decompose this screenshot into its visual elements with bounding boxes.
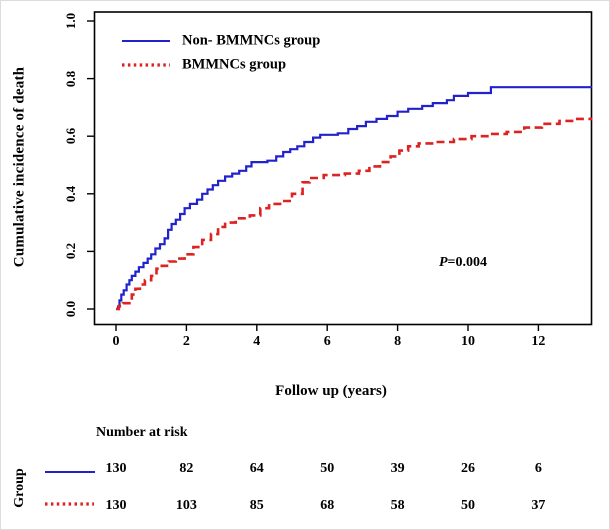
- y-tick-label: 0.4: [63, 185, 78, 202]
- y-tick-label: 0.8: [63, 70, 78, 87]
- x-tick-label: 4: [253, 334, 261, 349]
- x-tick-label: 8: [394, 334, 402, 349]
- risk-count: 26: [461, 461, 475, 476]
- risk-count: 6: [534, 461, 542, 476]
- y-tick-label: 0.6: [63, 128, 78, 145]
- p-value-symbol: P: [438, 255, 448, 270]
- x-tick-label: 2: [182, 334, 190, 349]
- y-tick-label: 1.0: [63, 12, 78, 30]
- risk-count: 50: [320, 461, 335, 476]
- x-tick-label: 12: [531, 334, 546, 349]
- risk-count: 130: [105, 498, 127, 513]
- risk-count: 103: [175, 498, 197, 513]
- risk-count: 85: [249, 498, 264, 513]
- number-at-risk-header: Number at risk: [96, 425, 188, 440]
- legend-label-non-bmmncs: Non- BMMNCs group: [182, 32, 321, 49]
- p-value-annotation: P=0.004: [439, 255, 487, 271]
- risk-count: 39: [390, 461, 405, 476]
- plot-box: [93, 11, 593, 326]
- x-tick-label: 6: [323, 334, 331, 349]
- curve-bmmncs: [116, 117, 593, 311]
- legend-label-bmmncs: BMMNCs group: [182, 56, 287, 73]
- generated-shapes: [87, 20, 593, 331]
- x-tick-label: 10: [461, 334, 475, 349]
- risk-count: 58: [390, 498, 405, 513]
- risk-count: 130: [105, 461, 127, 476]
- y-axis-title: Cumulative incidence of death: [11, 66, 28, 268]
- curve-non-bmmncs: [116, 86, 592, 311]
- x-tick-label: 0: [112, 334, 120, 349]
- group-axis-label: Group: [12, 468, 27, 508]
- risk-count: 50: [461, 498, 475, 513]
- risk-count: 37: [531, 498, 546, 513]
- x-axis-title: Follow up (years): [275, 383, 387, 399]
- y-tick-label: 0.0: [63, 300, 78, 318]
- p-value-number: =0.004: [447, 255, 488, 270]
- y-tick-label: 0.2: [63, 243, 78, 260]
- risk-count: 64: [249, 461, 264, 476]
- risk-count: 68: [320, 498, 335, 513]
- risk-count: 82: [179, 461, 194, 476]
